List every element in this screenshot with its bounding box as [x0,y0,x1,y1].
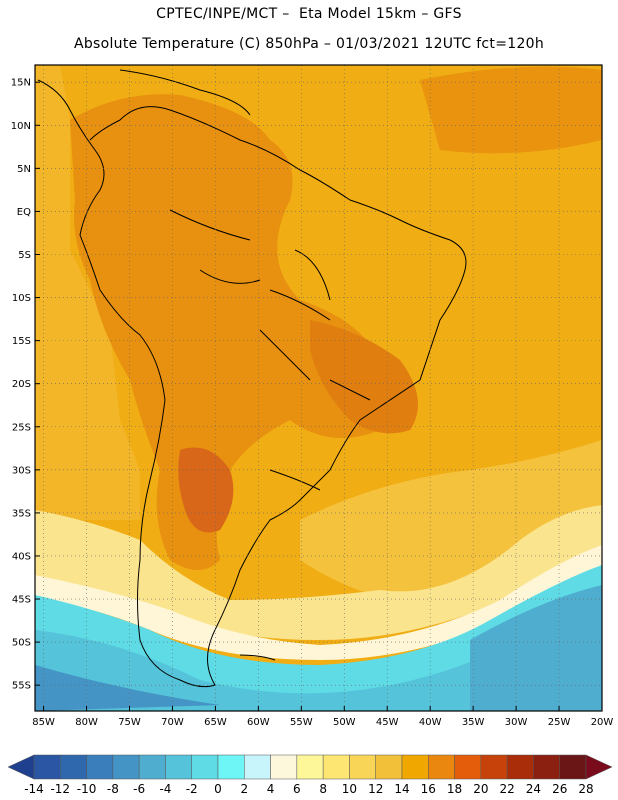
latitude-labels: 15N 10N 5N EQ 5S 10S 15S 20S 25S 30S 35S 40S 45S 50S 5… [11,78,31,692]
colorbar-swatch [375,754,403,780]
map-frame [34,64,603,712]
lon-label: 40W [419,717,442,728]
lat-label: 15S [12,336,31,347]
south-america-coast [37,79,467,688]
colorbar-label: 20 [473,782,488,796]
colorbar-label: 26 [552,782,567,796]
lat-label: 10N [11,121,31,132]
lat-label: 35S [12,508,31,519]
colorbar-swatch [533,754,560,780]
field-pacific [35,65,140,520]
field-brazil-warm [310,320,418,434]
lat-label: 5S [18,250,31,261]
colorbar-label: -8 [107,782,119,796]
colorbar-label: -10 [77,782,97,796]
colorbar-swatch [217,754,245,780]
colorbar-swatch [349,754,376,780]
colorbar-label: 0 [214,782,222,796]
colorbar-label: -14 [24,782,44,796]
colorbar-label: 8 [319,782,327,796]
colorbar-label: 10 [342,782,357,796]
colorbar-swatch [454,754,482,780]
colorbar-label: 12 [368,782,383,796]
chart-title-line1: CPTEC/INPE/MCT – Eta Model 15km – GFS [156,6,462,22]
lon-label: 45W [376,717,399,728]
lat-label: EQ [17,207,31,218]
lat-label: 40S [12,551,31,562]
colorbar-swatch [138,754,166,780]
lon-label: 20W [591,717,614,728]
lat-label: 20S [12,379,31,390]
colorbar-swatch [165,754,192,780]
colorbar-label: -4 [159,782,171,796]
field-north-atlantic [420,66,602,154]
colorbar-swatch [322,754,350,780]
field-cold-blue [35,600,602,711]
lon-label: 35W [462,717,485,728]
colorbar-label: 2 [240,782,248,796]
colorbar-swatch [86,754,114,780]
lon-label: 50W [333,717,356,728]
lat-label: 55S [12,681,31,692]
lat-label: 5N [17,164,31,175]
colorbar-label: -2 [186,782,198,796]
field-cold-east [470,585,602,711]
lat-label: 15N [11,78,31,89]
colorbar-label: 14 [394,782,409,796]
grid-lines [35,65,603,711]
colorbar [7,754,613,780]
colorbar-swatch [296,754,324,780]
lon-label: 85W [32,717,55,728]
field-argentina-hot [178,447,234,533]
colorbar-swatch [480,754,508,780]
colorbar-swatch [60,754,87,780]
country-borders [169,209,371,491]
colorbar-max-arrow [585,754,613,780]
chart-title-line2: Absolute Temperature (C) 850hPa – 01/03/… [73,36,545,52]
lat-label: 25S [12,422,31,433]
colorbar-swatch [112,754,140,780]
field-continental-warm [70,94,390,571]
colorbar-label: 24 [526,782,541,796]
colorbar-label: 4 [267,782,275,796]
lon-label: 80W [75,717,98,728]
field-pale-band [35,505,602,640]
lon-label: 25W [548,717,571,728]
falklands-coast [239,654,276,661]
colorbar-swatch [191,754,219,780]
colorbar-swatch [33,754,61,780]
lat-label: 30S [12,465,31,476]
colorbar-label: -6 [133,782,145,796]
temperature-field [35,65,602,711]
colorbar-swatch [401,754,429,780]
colorbar-min-arrow [7,754,35,780]
colorbar-label: -12 [50,782,70,796]
lon-label: 70W [161,717,184,728]
colorbar-label: 6 [293,782,301,796]
caribbean-coast [119,69,251,116]
lat-label: 50S [12,638,31,649]
colorbar-swatch [428,754,455,780]
longitude-labels: 85W 80W 75W 70W 65W 60W 55W 50W 45W 40W 35W 30W 25W 2… [32,717,613,728]
lat-label: 45S [12,595,31,606]
lon-label: 55W [290,717,313,728]
colorbar-swatch [506,754,534,780]
colorbar-label: 18 [447,782,462,796]
colorbar-label: 22 [500,782,515,796]
colorbar-label: 28 [578,782,593,796]
colorbar-swatch [244,754,271,780]
colorbar-labels: -14 -12 -10 -8 -6 -4 -2 0 2 4 6 8 10 12 14 16 18 20 22 24 26… [24,782,593,796]
lon-label: 65W [204,717,227,728]
colorbar-swatch [559,754,587,780]
colorbar-swatch [270,754,298,780]
lat-label: 10S [12,293,31,304]
lon-label: 60W [247,717,270,728]
field-cold-deep [35,665,220,711]
lon-label: 75W [118,717,141,728]
lon-label: 30W [505,717,528,728]
colorbar-label: 16 [421,782,436,796]
field-cream-band [35,545,602,660]
coastlines [37,69,467,688]
